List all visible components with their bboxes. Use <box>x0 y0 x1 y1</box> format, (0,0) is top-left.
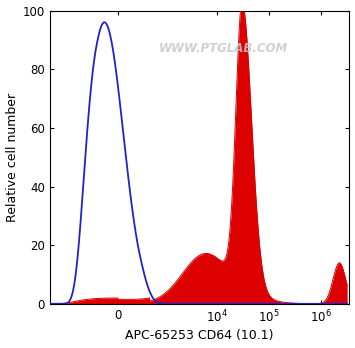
X-axis label: APC-65253 CD64 (10.1): APC-65253 CD64 (10.1) <box>125 330 274 342</box>
Text: WWW.PTGLAB.COM: WWW.PTGLAB.COM <box>159 42 288 55</box>
Y-axis label: Relative cell number: Relative cell number <box>6 93 18 222</box>
